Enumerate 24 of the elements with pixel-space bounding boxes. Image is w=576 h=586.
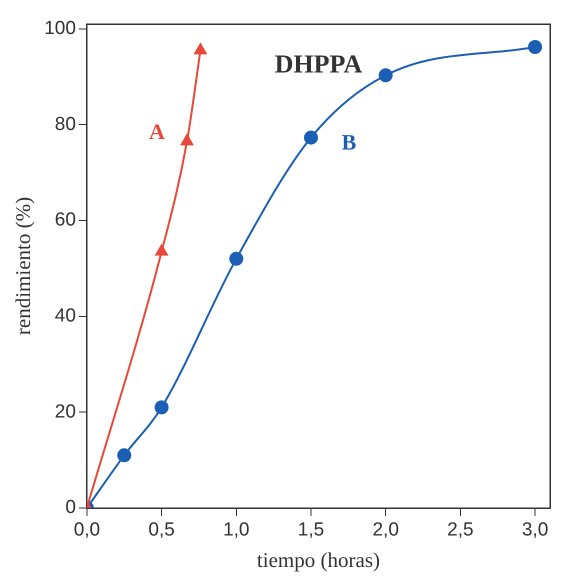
y-tick-label: 80	[54, 114, 76, 135]
x-tick-label: 2,5	[447, 520, 474, 541]
point	[180, 134, 194, 146]
y-tick-label: 100	[44, 18, 76, 40]
series-label: A	[149, 119, 166, 144]
y-tick-label: 0	[65, 497, 76, 518]
y-tick-label: 60	[54, 210, 76, 231]
x-tick-label: 1,5	[298, 520, 324, 541]
x-tick-label: 2,0	[372, 520, 399, 541]
x-tick-label: 0,0	[74, 520, 100, 541]
text: DHPPA	[274, 50, 362, 79]
point	[155, 244, 168, 256]
y-axis-title: rendimiento (%)	[11, 196, 36, 336]
x-axis-title: tiempo (horas)	[256, 548, 380, 572]
x-tick-label: 0,5	[148, 520, 175, 541]
x-tick-label: 3,0	[522, 520, 548, 541]
point	[378, 68, 393, 82]
y-tick-label: 40	[54, 306, 76, 327]
series-label: B	[342, 129, 357, 154]
x-tick-label: 1,0	[223, 520, 250, 541]
point	[528, 40, 542, 54]
point	[229, 252, 244, 266]
point	[304, 130, 318, 145]
y-tick-label: 20	[54, 401, 76, 422]
